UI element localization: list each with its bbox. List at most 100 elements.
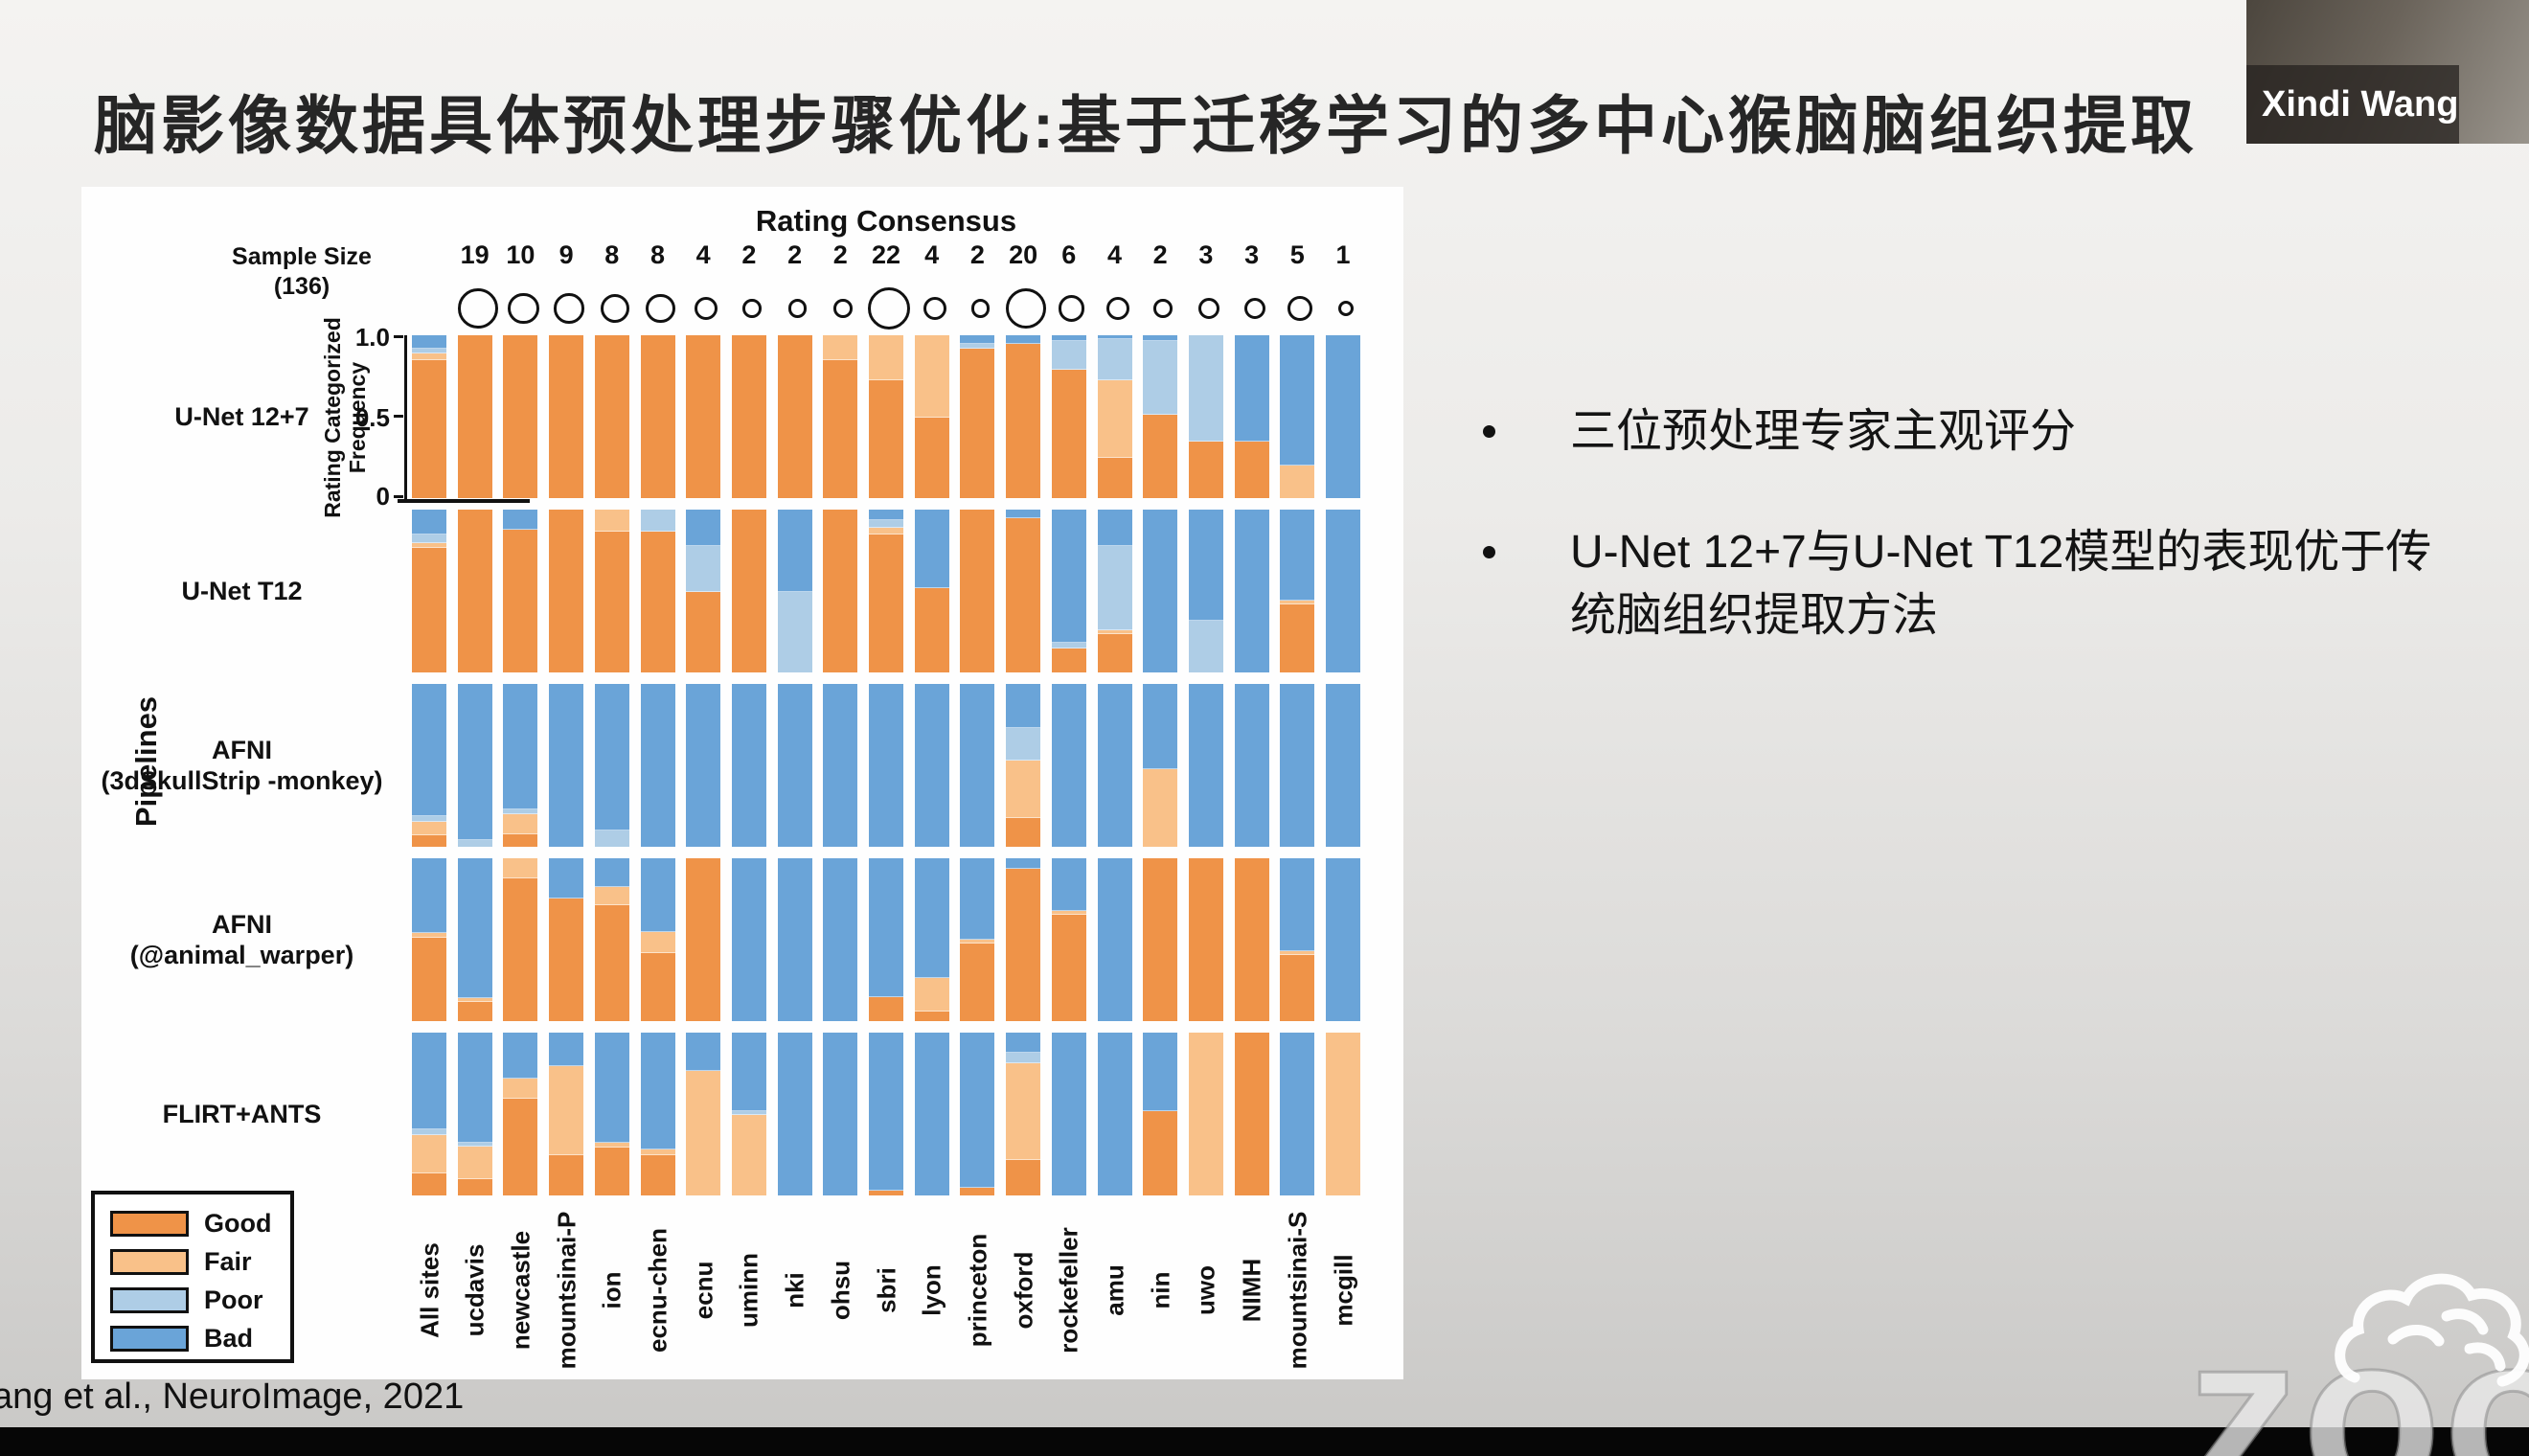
stacked-bar: [1188, 510, 1223, 672]
bar-segment-good: [914, 588, 949, 672]
bar-segment-good: [960, 348, 995, 498]
bar-segment-bad: [640, 1033, 675, 1149]
bar-segment-fair: [686, 1070, 721, 1195]
bar-segment-bad: [960, 335, 995, 345]
bar-segment-good: [1280, 604, 1315, 672]
participant-video[interactable]: Xindi Wang: [2246, 0, 2529, 144]
stacked-bar: [503, 335, 538, 498]
sample-size-circle: [923, 297, 946, 320]
bar-segment-bad: [503, 684, 538, 810]
bar-segment-bad: [1097, 1033, 1132, 1195]
bar-segment-bad: [1051, 510, 1086, 643]
bar-segment-bad: [1006, 858, 1041, 870]
stacked-bar: [594, 335, 629, 498]
x-axis-site-label: ucdavis: [460, 1243, 490, 1337]
stacked-bar: [1280, 858, 1315, 1021]
participant-name-label: Xindi Wang: [2246, 65, 2459, 144]
bar-segment-fair: [1280, 950, 1315, 956]
stacked-bar: [1051, 1033, 1086, 1195]
bullet-dot-icon: [1483, 546, 1495, 558]
brain-sketch-icon: [2335, 1273, 2529, 1387]
bar-segment-bad: [777, 684, 812, 847]
sample-size-circle: [1337, 300, 1355, 317]
stacked-bar: [731, 335, 766, 498]
stacked-bar: [1280, 684, 1315, 847]
stacked-bar: [503, 510, 538, 672]
stacked-bar: [640, 684, 675, 847]
sample-size-number: 6: [1061, 240, 1077, 269]
bullet-item: U-Net 12+7与U-Net T12模型的表现优于传统脑组织提取方法: [1483, 521, 2479, 648]
x-axis-site-label: ecnu: [688, 1261, 718, 1320]
bar-segment-bad: [731, 684, 766, 847]
bar-segment-bad: [823, 858, 858, 1021]
stacked-bar: [1097, 858, 1132, 1021]
bar-segment-poor: [457, 1142, 492, 1147]
bar-segment-bad: [869, 858, 903, 997]
bar-segment-bad: [1326, 335, 1360, 498]
bar-segment-good: [1097, 458, 1132, 498]
stacked-bar: [960, 510, 995, 672]
stacked-bar: [1097, 510, 1132, 672]
legend-swatch-poor: [110, 1286, 189, 1313]
stacked-bar: [640, 1033, 675, 1195]
stacked-bar: [686, 1033, 721, 1195]
sample-size-number: 19: [460, 240, 490, 269]
pipeline-row-label: AFNI (@animal_warper): [129, 910, 354, 969]
bar-segment-bad: [1006, 510, 1041, 519]
stacked-bar: [549, 858, 584, 1021]
x-axis-site-label: princeton: [962, 1233, 991, 1348]
stacked-bar: [1097, 684, 1132, 847]
stacked-bar: [823, 858, 858, 1021]
stacked-bar: [1143, 858, 1178, 1021]
stacked-bar: [1051, 335, 1086, 498]
bar-segment-bad: [412, 510, 446, 535]
stacked-bar: [1234, 335, 1269, 498]
sample-size-number: 9: [558, 240, 574, 269]
stacked-bar: [594, 510, 629, 672]
bar-segment-fair: [1006, 761, 1041, 818]
bar-segment-good: [640, 531, 675, 672]
stacked-bar: [869, 684, 903, 847]
bar-segment-poor: [1143, 341, 1178, 415]
pipeline-row-label: U-Net 12+7: [174, 402, 309, 431]
stacked-bar: [503, 858, 538, 1021]
bar-segment-bad: [914, 510, 949, 589]
bar-segment-good: [640, 335, 675, 498]
bar-segment-bad: [960, 1033, 995, 1188]
legend-label: Bad: [204, 1323, 254, 1353]
pipeline-row-label: AFNI (3dSkullStrip -monkey): [101, 736, 383, 795]
bar-segment-good: [549, 1155, 584, 1195]
bar-segment-fair: [594, 510, 629, 532]
stacked-bar: [1143, 684, 1178, 847]
bar-segment-bad: [594, 1033, 629, 1144]
sample-size-number: 2: [1152, 240, 1168, 269]
sample-size-number: 2: [969, 240, 985, 269]
stacked-bar: [1326, 684, 1360, 847]
stacked-bar: [1006, 510, 1041, 672]
bar-segment-bad: [412, 335, 446, 350]
sample-size-circle: [554, 293, 584, 324]
bar-segment-good: [1097, 633, 1132, 672]
bar-segment-bad: [1280, 684, 1315, 847]
stacked-bar: [1097, 335, 1132, 498]
stacked-bar: [731, 1033, 766, 1195]
stacked-bar: [914, 335, 949, 498]
stacked-bar: [1188, 1033, 1223, 1195]
bar-segment-bad: [1326, 684, 1360, 847]
stacked-bar: [1097, 1033, 1132, 1195]
stacked-bar: [1188, 684, 1223, 847]
bar-segment-good: [1188, 441, 1223, 498]
bar-segment-good: [1143, 1111, 1178, 1195]
stacked-bar: [1326, 1033, 1360, 1195]
bar-segment-bad: [640, 858, 675, 932]
stacked-bar: [777, 1033, 812, 1195]
bar-segment-good: [640, 953, 675, 1021]
stacked-bar: [869, 510, 903, 672]
sample-size-number: 4: [924, 240, 940, 269]
bar-segment-good: [731, 510, 766, 672]
bar-segment-good: [823, 360, 858, 498]
bar-segment-good: [960, 944, 995, 1021]
bar-segment-bad: [1280, 1033, 1315, 1195]
stacked-bar: [960, 858, 995, 1021]
